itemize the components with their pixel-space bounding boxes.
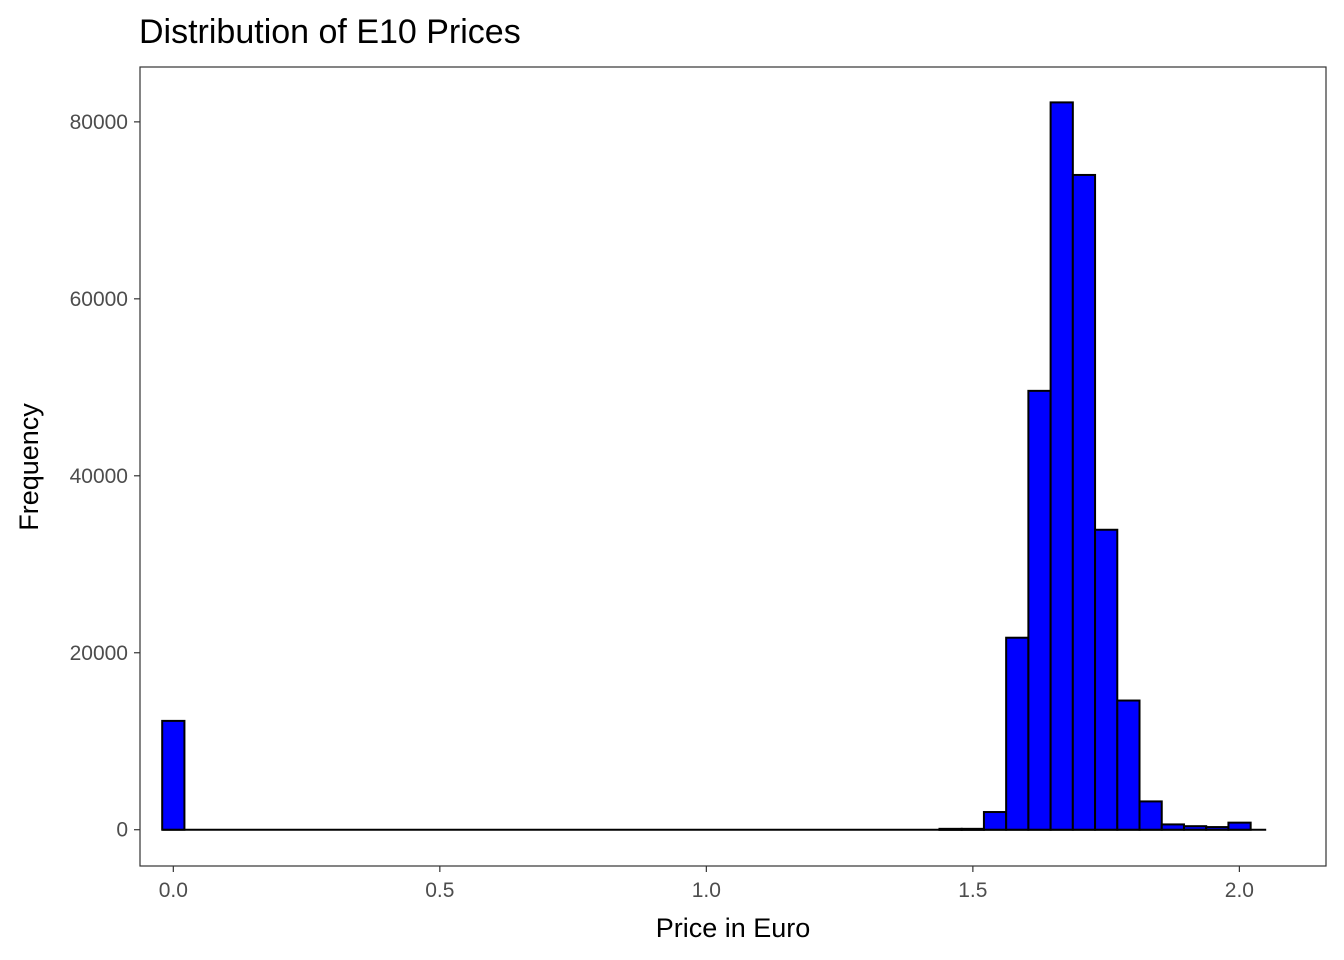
- histogram-bar: [938, 827, 963, 831]
- histogram-bar: [982, 811, 1008, 831]
- y-axis: 0 20000 40000 60000 80000: [70, 111, 140, 842]
- histogram-bar: [1049, 101, 1074, 831]
- x-tick-label: 0.0: [159, 879, 188, 902]
- histogram-bar: [1205, 826, 1230, 831]
- histogram-bar: [1027, 389, 1052, 831]
- histogram-bar: [1005, 636, 1030, 831]
- x-axis-title: Price in Euro: [656, 913, 811, 943]
- histogram-bar: [1116, 699, 1141, 831]
- y-tick-label: 40000: [70, 465, 128, 488]
- histogram-bar: [1138, 800, 1163, 831]
- histogram-bar: [960, 827, 985, 831]
- x-tick-label: 2.0: [1225, 879, 1254, 902]
- histogram-bar: [1094, 528, 1119, 831]
- chart-title: Distribution of E10 Prices: [139, 13, 521, 51]
- y-tick-label: 0: [116, 819, 128, 842]
- bars-group: [161, 101, 1267, 831]
- histogram-bar: [1160, 823, 1185, 831]
- histogram-bar: [1071, 173, 1097, 831]
- y-tick-label: 60000: [70, 288, 128, 311]
- histogram-bar: [161, 719, 186, 831]
- x-tick-label: 1.5: [958, 879, 987, 902]
- x-tick-label: 0.5: [425, 879, 454, 902]
- x-axis: 0.0 0.5 1.0 1.5 2.0: [159, 866, 1254, 902]
- x-tick-label: 1.0: [692, 879, 721, 902]
- plot-panel: [139, 66, 1327, 867]
- histogram-bar: [1182, 825, 1208, 831]
- y-axis-title: Frequency: [14, 403, 44, 531]
- histogram-bar: [1227, 821, 1252, 831]
- y-tick-label: 20000: [70, 642, 128, 665]
- y-tick-label: 80000: [70, 111, 128, 134]
